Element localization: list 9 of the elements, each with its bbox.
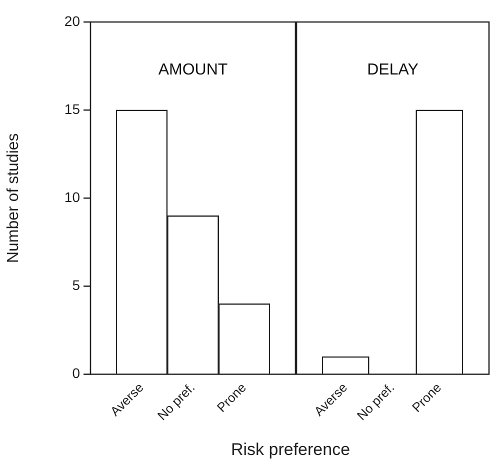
y-axis-title: Number of studies (5, 133, 22, 264)
y-tick-label: 10 (64, 188, 80, 205)
y-tick-label: 0 (72, 365, 80, 382)
y-tick-label: 15 (64, 100, 80, 117)
text: AMOUNT (158, 61, 228, 78)
text: DELAY (367, 61, 419, 78)
y-tick-label: 5 (72, 277, 80, 294)
y-tick-label: 20 (64, 12, 80, 29)
x-axis-title: Risk preference (230, 440, 352, 460)
